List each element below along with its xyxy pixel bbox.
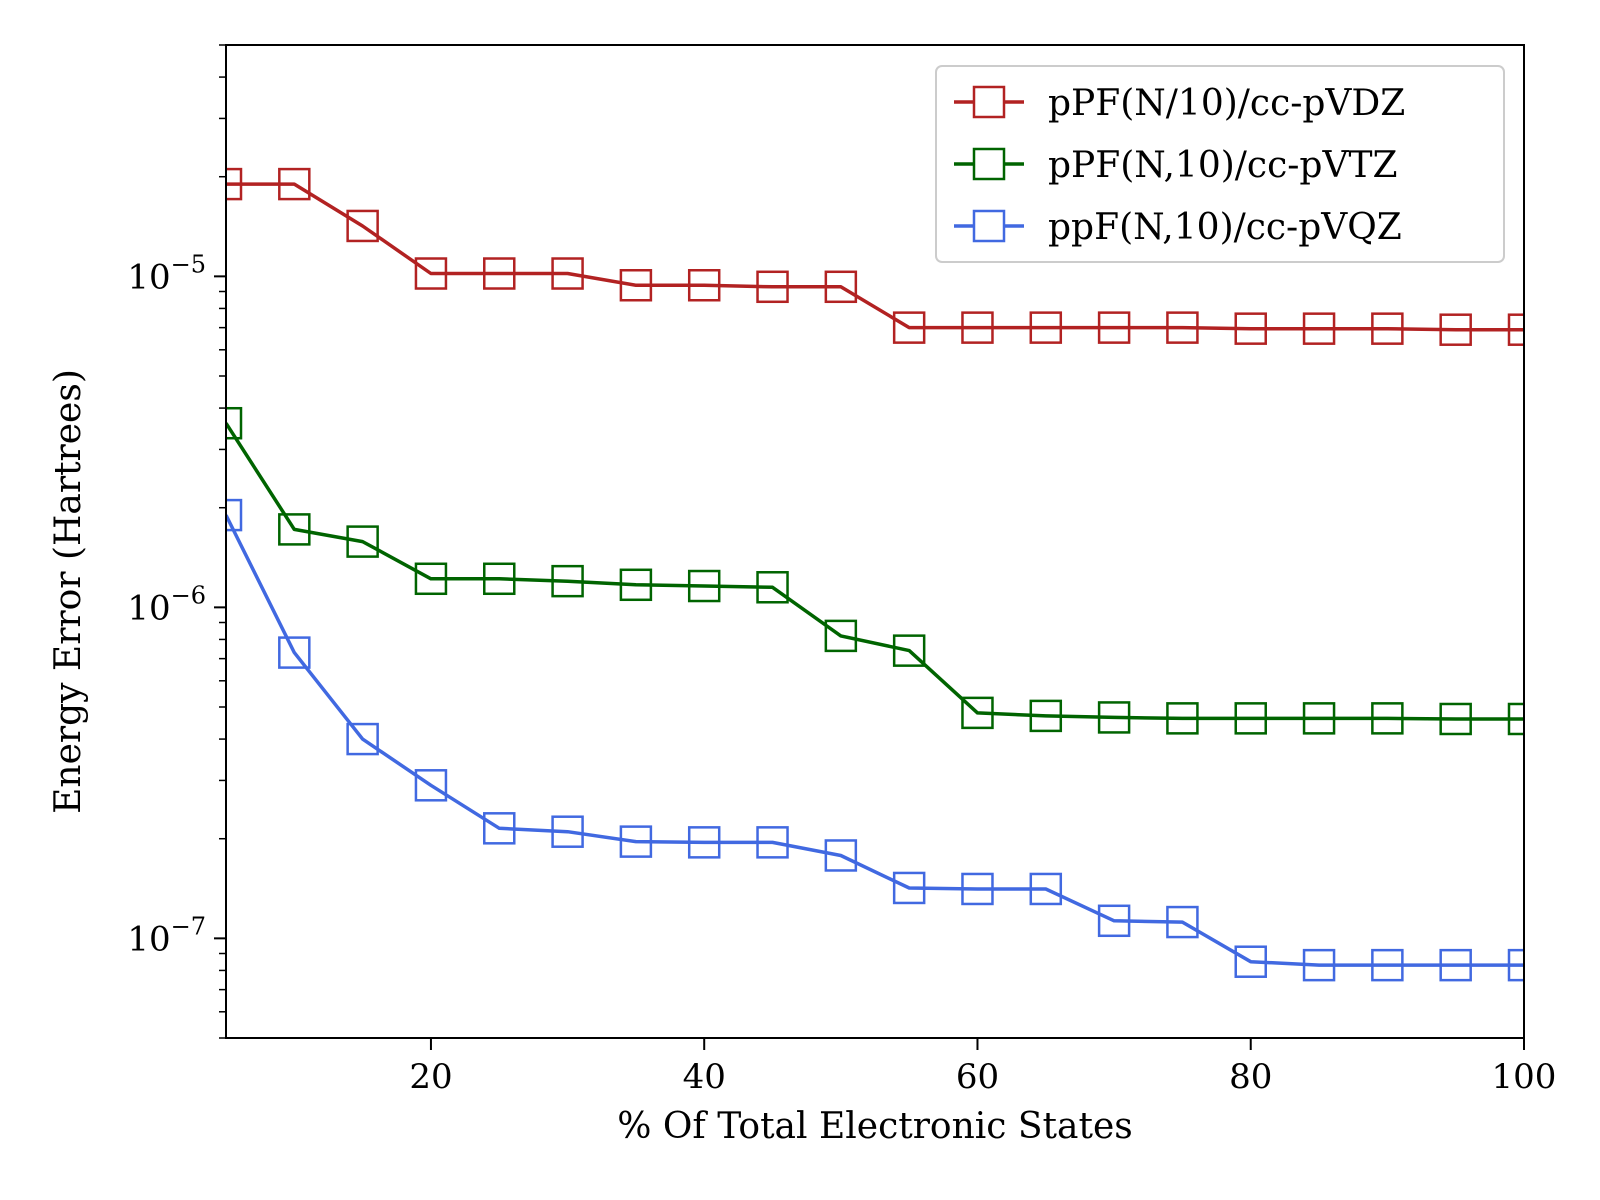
data-point	[1507, 948, 1524, 982]
y-tick-base: 10	[127, 588, 170, 628]
data-point	[1097, 701, 1131, 734]
legend-box	[935, 65, 1505, 263]
data-point	[414, 562, 448, 596]
data-point	[414, 769, 448, 802]
data-point	[1029, 699, 1063, 733]
x-tick-label: 40	[683, 1057, 726, 1097]
data-point	[824, 619, 858, 653]
data-point	[226, 498, 243, 532]
data-point	[551, 564, 584, 598]
x-axis-label: % Of Total Electronic States	[617, 1106, 1132, 1147]
data-point	[1302, 948, 1336, 982]
data-point	[1097, 311, 1131, 344]
series-2	[226, 406, 1524, 736]
y-tick-exponent: −6	[171, 581, 206, 609]
data-point	[756, 826, 789, 859]
data-point	[961, 311, 994, 344]
y-tick-label: 10−7	[127, 912, 206, 959]
data-point	[756, 571, 789, 604]
data-point	[1302, 312, 1336, 345]
data-point	[619, 568, 653, 602]
legend-label: ppF(N,10)/cc-pVQZ	[1048, 207, 1402, 248]
x-tick-label: 60	[956, 1057, 999, 1097]
data-point	[226, 406, 243, 440]
data-point	[1439, 948, 1472, 982]
legend-marker	[972, 147, 1006, 181]
y-axis-label: Energy Error (Hartrees)	[48, 369, 89, 814]
data-point	[551, 815, 584, 848]
data-point	[1234, 702, 1267, 735]
data-point	[1439, 702, 1472, 736]
data-point	[1166, 311, 1199, 344]
legend-marker	[972, 209, 1006, 243]
y-tick-label: 10−5	[127, 250, 206, 297]
y-tick-base: 10	[127, 257, 170, 297]
data-point	[1029, 872, 1063, 906]
y-tick-exponent: −7	[171, 912, 206, 940]
data-point	[1439, 313, 1472, 346]
series-layer	[226, 167, 1524, 982]
data-point	[1371, 702, 1404, 735]
data-point	[483, 562, 516, 596]
data-point	[687, 826, 721, 859]
y-tick-base: 10	[127, 919, 170, 959]
data-point	[483, 812, 516, 845]
y-tick-label: 10−6	[127, 581, 206, 628]
data-point	[824, 270, 858, 304]
series-line	[226, 514, 1524, 967]
data-point	[346, 722, 379, 756]
legend: pPF(N/10)/cc-pVDZ pPF(N,10)/cc-pVTZ ppF(N,…	[935, 65, 1505, 263]
data-point	[1234, 945, 1267, 978]
series-1	[226, 167, 1524, 346]
x-tick-label: 80	[1229, 1057, 1272, 1097]
data-point	[1302, 702, 1336, 735]
data-point	[1371, 312, 1404, 345]
data-point	[892, 871, 926, 905]
x-axis: 20 40 60 80 100	[409, 1038, 1556, 1097]
data-point	[346, 209, 379, 243]
data-point	[551, 257, 584, 290]
series-line	[226, 182, 1524, 332]
data-point	[1507, 702, 1524, 736]
data-point	[892, 311, 926, 344]
data-point	[278, 167, 311, 201]
legend-marker	[972, 85, 1006, 119]
data-point	[1166, 702, 1199, 735]
data-point	[961, 872, 994, 906]
data-point	[346, 525, 379, 558]
legend-item: pPF(N,10)/cc-pVTZ	[954, 145, 1397, 186]
data-point	[1097, 904, 1131, 938]
data-point	[1029, 311, 1063, 344]
data-point	[414, 257, 448, 290]
data-point	[226, 167, 243, 201]
x-tick-label: 20	[409, 1057, 452, 1097]
data-point	[1166, 905, 1199, 939]
legend-item: ppF(N,10)/cc-pVQZ	[954, 207, 1402, 248]
x-tick-label: 100	[1492, 1057, 1557, 1097]
series-3	[226, 498, 1524, 982]
data-point	[892, 634, 926, 667]
plot-frame	[225, 44, 1525, 1039]
legend-label: pPF(N,10)/cc-pVTZ	[1048, 145, 1397, 186]
data-point	[687, 569, 721, 603]
series-line	[226, 422, 1524, 721]
data-point	[687, 269, 721, 302]
data-point	[1371, 948, 1404, 982]
data-point	[756, 270, 789, 304]
data-point	[278, 513, 311, 546]
data-point	[1507, 313, 1524, 346]
legend-item: pPF(N/10)/cc-pVDZ	[954, 83, 1405, 124]
data-point	[619, 269, 653, 302]
data-point	[1234, 312, 1267, 345]
data-point	[619, 825, 653, 858]
data-point	[483, 257, 516, 290]
legend-label: pPF(N/10)/cc-pVDZ	[1048, 83, 1405, 124]
y-axis: 10−710−610−5	[127, 44, 226, 1039]
y-tick-exponent: −5	[171, 250, 206, 278]
data-point	[824, 839, 858, 872]
data-point	[961, 696, 994, 730]
data-point	[278, 636, 311, 669]
